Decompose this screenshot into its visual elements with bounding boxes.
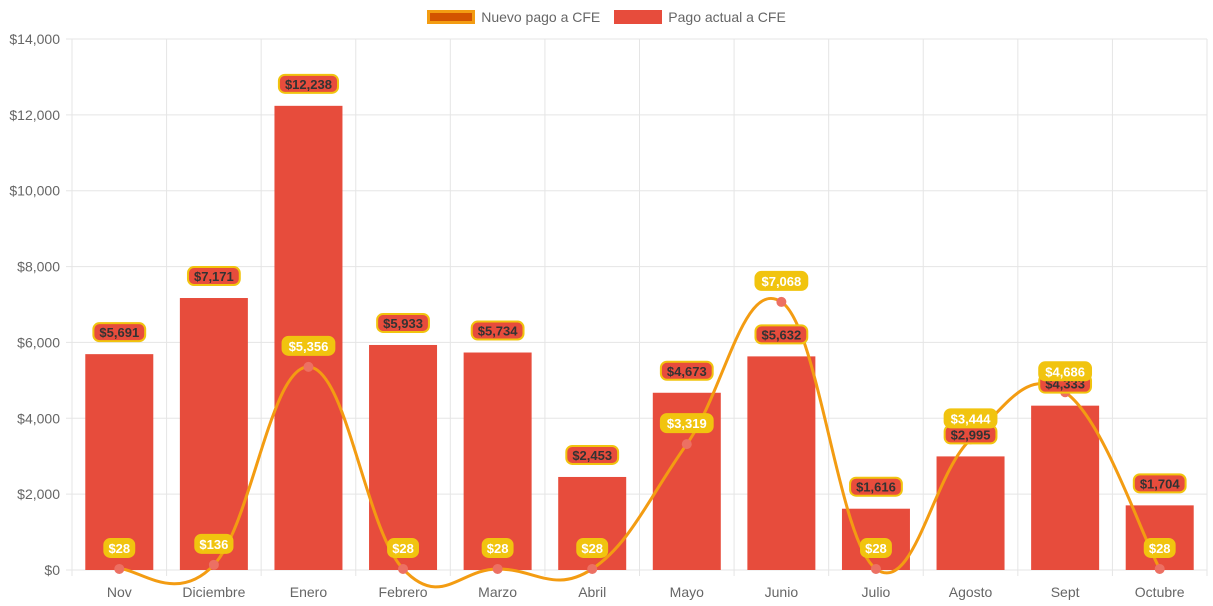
y-tick-label: $2,000	[17, 486, 60, 502]
legend-label-bar: Pago actual a CFE	[668, 9, 786, 25]
line-data-label-bg	[194, 533, 234, 554]
bar	[85, 354, 154, 570]
line-point	[776, 296, 787, 307]
line-data-label-bg	[387, 537, 419, 558]
bar-data-label-bg	[659, 360, 714, 381]
bar-data-label-bg	[186, 266, 241, 287]
bar-data-label-bg	[754, 324, 809, 345]
line-data-label-bg	[576, 537, 609, 558]
line-data-label-bg	[1143, 537, 1176, 558]
bar-data-label: $5,933	[383, 316, 423, 331]
bar	[1031, 405, 1100, 570]
y-tick-label: $10,000	[9, 183, 60, 199]
line-data-label: $28	[1149, 541, 1171, 556]
bar-data-label: $2,995	[951, 427, 991, 442]
line-data-label: $4,686	[1045, 364, 1085, 379]
line-data-label: $28	[487, 541, 509, 556]
x-tick-label: Enero	[290, 584, 328, 600]
line-point	[870, 563, 881, 574]
x-tick-label: Diciembre	[182, 584, 245, 600]
bar	[369, 344, 438, 570]
bar-data-label: $12,238	[285, 77, 332, 92]
legend-item-actual[interactable]: Pago actual a CFE	[614, 9, 786, 25]
x-tick-label: Nov	[107, 584, 132, 600]
x-tick-label: Sept	[1051, 584, 1080, 600]
bar-data-label: $2,453	[572, 448, 612, 463]
line-point	[1154, 563, 1165, 574]
bar-data-label-bg	[565, 444, 620, 465]
y-tick-label: $14,000	[9, 31, 60, 47]
line-data-label-bg	[659, 413, 714, 434]
line-data-label: $136	[199, 537, 228, 552]
line-data-label: $28	[581, 541, 603, 556]
bar-data-label-bg	[849, 476, 903, 497]
x-tick-label: Marzo	[478, 584, 517, 600]
y-tick-label: $12,000	[9, 107, 60, 123]
bar-data-label: $7,171	[194, 269, 234, 284]
line-point	[587, 563, 598, 574]
bar	[747, 356, 816, 570]
bar-data-label-bg	[376, 312, 430, 333]
y-tick-label: $4,000	[17, 410, 60, 426]
legend-swatch-bar	[614, 10, 663, 24]
bar-data-label: $4,673	[667, 364, 707, 379]
line-point	[398, 563, 409, 574]
line-data-label: $5,356	[289, 339, 329, 354]
line-data-label: $3,444	[951, 411, 992, 426]
bar-data-label: $1,704	[1140, 476, 1181, 491]
line-data-label-bg	[1038, 361, 1093, 382]
y-tick-label: $8,000	[17, 259, 60, 275]
line-data-label-bg	[103, 537, 136, 558]
line-data-label-bg	[943, 408, 998, 429]
legend-label-line: Nuevo pago a CFE	[481, 9, 601, 25]
legend-swatch-line	[427, 10, 476, 24]
bar-data-label: $5,691	[99, 325, 139, 340]
bar-data-label-bg	[1132, 473, 1187, 494]
line-data-label: $28	[392, 541, 414, 556]
y-tick-label: $6,000	[17, 334, 60, 350]
x-tick-label: Mayo	[670, 584, 704, 600]
line-data-label-bg	[481, 537, 514, 558]
bar-data-label: $5,734	[478, 324, 519, 339]
line-data-label: $28	[865, 541, 887, 556]
line-point	[303, 361, 314, 372]
line-point	[114, 563, 125, 574]
line-data-label-bg	[860, 537, 892, 558]
x-tick-label: Octubre	[1135, 584, 1185, 600]
bar-data-label-bg	[92, 322, 147, 343]
line-point	[492, 563, 503, 574]
bar-data-label: $1,616	[856, 480, 896, 495]
line-data-label: $7,068	[761, 274, 801, 289]
line-point	[681, 439, 692, 450]
line-point	[208, 559, 219, 570]
bar-data-label: $5,632	[761, 327, 801, 342]
bar	[179, 298, 248, 570]
y-tick-label: $0	[44, 562, 60, 578]
line-data-label-bg	[754, 270, 809, 291]
bar-data-label-bg	[277, 73, 340, 94]
bar	[463, 352, 532, 570]
line-data-label: $3,319	[667, 416, 707, 431]
line-data-label: $28	[108, 541, 130, 556]
bar-data-label-bg	[470, 320, 525, 341]
x-tick-label: Febrero	[379, 584, 428, 600]
x-tick-label: Abril	[578, 584, 606, 600]
x-tick-label: Julio	[862, 584, 891, 600]
legend: Nuevo pago a CFE Pago actual a CFE	[0, 9, 1213, 25]
legend-item-nuevo[interactable]: Nuevo pago a CFE	[427, 9, 600, 25]
x-tick-label: Agosto	[949, 584, 993, 600]
x-tick-label: Junio	[765, 584, 799, 600]
line-data-label-bg	[281, 335, 336, 356]
